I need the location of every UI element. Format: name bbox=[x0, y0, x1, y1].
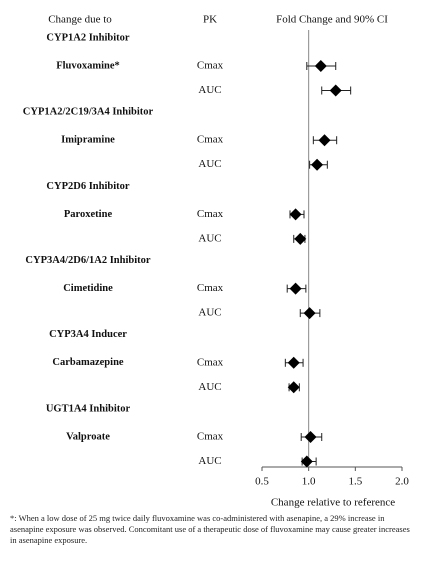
footnote: *: When a low dose of 25 mg twice daily … bbox=[10, 513, 410, 545]
pk-label: Cmax bbox=[197, 60, 224, 72]
drug-label: Paroxetine bbox=[64, 209, 113, 220]
pk-label: AUC bbox=[198, 381, 221, 393]
point-estimate bbox=[304, 431, 317, 443]
pk-label: Cmax bbox=[197, 208, 224, 220]
pk-label: AUC bbox=[198, 84, 221, 96]
drug-label: Cimetidine bbox=[63, 283, 113, 294]
point-estimate bbox=[314, 60, 327, 72]
drug-label: Fluvoxamine* bbox=[56, 60, 120, 71]
x-tick-label: 1.5 bbox=[348, 476, 362, 488]
x-tick-label: 1.0 bbox=[302, 476, 316, 488]
point-estimate bbox=[303, 307, 316, 320]
pk-label: AUC bbox=[198, 232, 221, 244]
pk-label: Cmax bbox=[197, 356, 224, 368]
column-header: Change due to bbox=[48, 14, 112, 26]
group-label: CYP3A4/2D6/1A2 Inhibitor bbox=[25, 255, 150, 266]
group-label: CYP3A4 Inducer bbox=[49, 329, 127, 340]
point-estimate bbox=[287, 356, 300, 369]
pk-label: AUC bbox=[198, 455, 221, 467]
pk-label: Cmax bbox=[197, 431, 224, 443]
group-label: CYP2D6 Inhibitor bbox=[46, 181, 129, 192]
group-label: UGT1A4 Inhibitor bbox=[46, 403, 131, 414]
x-tick-label: 2.0 bbox=[395, 476, 409, 488]
point-estimate bbox=[289, 282, 302, 295]
point-estimate bbox=[289, 208, 302, 221]
pk-label: Cmax bbox=[197, 134, 224, 146]
drug-label: Valproate bbox=[66, 431, 110, 442]
chart: Change due to PK Fold Change and 90% CI … bbox=[23, 14, 410, 509]
point-estimate bbox=[300, 455, 313, 468]
column-header: Fold Change and 90% CI bbox=[276, 14, 388, 26]
group-label: CYP1A2/2C19/3A4 Inhibitor bbox=[23, 107, 154, 118]
drug-label: Imipramine bbox=[61, 135, 115, 146]
point-estimate bbox=[287, 381, 300, 394]
x-axis-label: Change relative to reference bbox=[271, 497, 395, 509]
point-estimate bbox=[311, 158, 324, 171]
point-estimate bbox=[318, 134, 331, 147]
column-header: PK bbox=[203, 14, 217, 26]
pk-label: AUC bbox=[198, 307, 221, 319]
point-estimate bbox=[329, 84, 342, 97]
group-label: CYP1A2 Inhibitor bbox=[46, 32, 129, 43]
pk-label: AUC bbox=[198, 158, 221, 170]
x-tick-label: 0.5 bbox=[255, 476, 269, 488]
drug-label: Carbamazepine bbox=[52, 357, 123, 368]
point-estimate bbox=[294, 232, 307, 245]
pk-label: Cmax bbox=[197, 282, 224, 294]
